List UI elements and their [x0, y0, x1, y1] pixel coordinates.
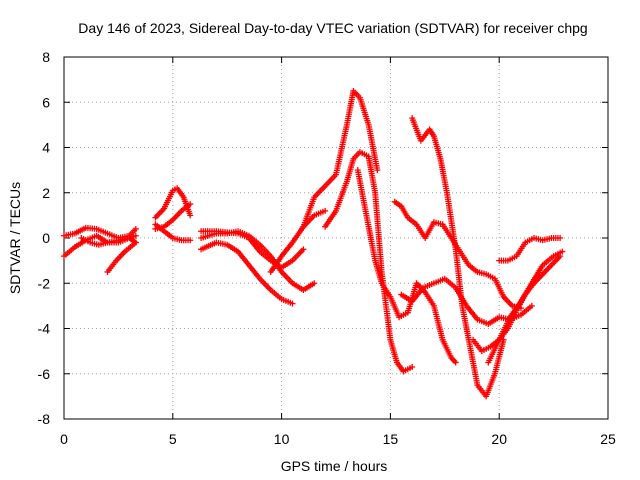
data-series [152, 221, 194, 244]
data-point-marker [311, 280, 318, 287]
data-point-marker [187, 201, 194, 208]
x-tick-label: 25 [600, 431, 616, 447]
data-series [104, 239, 139, 275]
data-point-marker [557, 235, 564, 241]
x-tick-label: 20 [491, 431, 507, 447]
data-point-marker [452, 359, 459, 366]
data-series [267, 207, 329, 275]
data-point-marker [132, 225, 139, 232]
data-point-marker [132, 239, 139, 246]
y-tick-label: 4 [42, 140, 50, 156]
data-series [485, 248, 566, 366]
data-point-marker [300, 246, 307, 253]
data-series [354, 167, 459, 366]
data-series [152, 185, 194, 221]
y-tick-label: -2 [38, 275, 51, 291]
data-point-marker [409, 363, 416, 370]
x-tick-labels: 0 5 10 15 20 25 [60, 431, 616, 447]
data-point-marker [187, 237, 194, 244]
data-point-marker [289, 300, 296, 307]
y-tick-label: 6 [42, 94, 50, 110]
x-tick-label: 10 [274, 431, 290, 447]
y-tick-label: 0 [42, 230, 50, 246]
axis-ticks [63, 56, 609, 420]
chart-title: Day 146 of 2023, Sidereal Day-to-day VTE… [78, 20, 587, 36]
data-point-marker [187, 212, 194, 219]
data-point-marker [559, 248, 566, 255]
gridlines [64, 57, 608, 419]
y-tick-label: 2 [42, 185, 50, 201]
data-point-marker [322, 207, 329, 214]
y-tick-label: 8 [42, 49, 50, 65]
x-tick-label: 15 [383, 431, 399, 447]
data-series [198, 228, 307, 271]
y-tick-label: -6 [38, 366, 51, 382]
data-series [198, 239, 296, 307]
x-tick-label: 0 [60, 431, 68, 447]
y-tick-label: -8 [38, 411, 51, 427]
data-series [322, 149, 416, 375]
x-tick-label: 5 [169, 431, 177, 447]
data-marks [61, 87, 566, 400]
data-series [496, 235, 564, 264]
y-tick-labels: -8 -6 -4 -2 0 2 4 6 8 [38, 49, 51, 427]
data-series [300, 87, 381, 230]
x-axis-label: GPS time / hours [281, 458, 388, 474]
data-series [198, 228, 318, 294]
data-series [470, 253, 564, 355]
data-series [78, 232, 139, 248]
data-point-marker [132, 232, 139, 239]
data-series [409, 115, 507, 400]
y-tick-label: -4 [38, 321, 51, 337]
y-axis-label: SDTVAR / TECUs [7, 182, 23, 294]
data-point-marker [374, 167, 381, 174]
data-point-marker [528, 302, 535, 309]
